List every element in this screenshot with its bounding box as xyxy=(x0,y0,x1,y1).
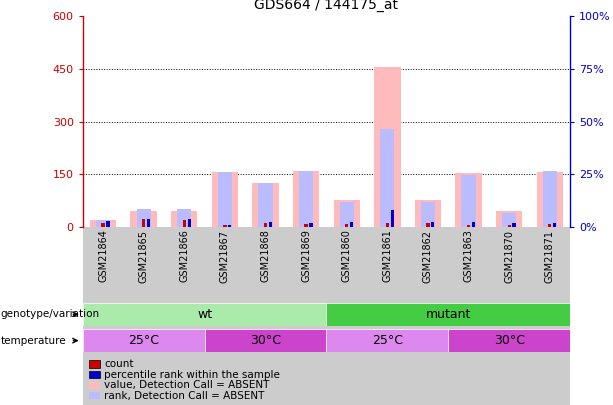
Bar xyxy=(96,220,110,227)
Text: temperature: temperature xyxy=(1,336,66,345)
Bar xyxy=(286,227,327,405)
Bar xyxy=(171,211,197,227)
Bar xyxy=(259,183,273,227)
Bar xyxy=(299,171,313,227)
Bar xyxy=(293,171,319,227)
Text: 30°C: 30°C xyxy=(250,334,281,347)
Bar xyxy=(164,227,205,405)
Bar xyxy=(345,224,348,227)
Bar xyxy=(448,329,570,352)
Bar xyxy=(543,171,557,227)
Bar xyxy=(496,211,522,227)
Bar xyxy=(223,225,227,227)
Bar xyxy=(205,329,327,352)
Bar xyxy=(489,227,530,405)
Bar xyxy=(106,221,110,227)
Bar xyxy=(408,227,448,405)
Bar xyxy=(374,67,400,227)
Bar xyxy=(183,220,186,227)
Bar xyxy=(177,209,191,227)
Bar xyxy=(512,223,516,227)
Bar xyxy=(421,202,435,227)
Bar xyxy=(90,220,116,227)
Bar xyxy=(101,223,105,227)
Bar xyxy=(455,173,482,227)
Text: genotype/variation: genotype/variation xyxy=(1,309,100,319)
Bar xyxy=(137,209,151,227)
Bar xyxy=(467,225,470,227)
Text: percentile rank within the sample: percentile rank within the sample xyxy=(104,370,280,379)
Bar xyxy=(188,219,191,227)
Bar xyxy=(327,227,367,405)
Bar xyxy=(205,227,245,405)
Bar xyxy=(502,213,516,227)
Bar xyxy=(415,200,441,227)
Bar xyxy=(310,223,313,227)
Bar xyxy=(333,200,360,227)
Bar xyxy=(530,227,570,405)
Text: rank, Detection Call = ABSENT: rank, Detection Call = ABSENT xyxy=(104,391,265,401)
Text: wt: wt xyxy=(197,308,212,321)
Bar xyxy=(218,173,232,227)
Bar xyxy=(327,303,570,326)
Bar xyxy=(390,210,394,227)
Bar xyxy=(83,303,327,326)
Bar xyxy=(448,227,489,405)
Bar xyxy=(131,211,157,227)
Bar xyxy=(142,219,145,227)
Bar xyxy=(83,329,205,352)
Bar xyxy=(472,222,475,227)
Bar xyxy=(367,227,408,405)
Bar xyxy=(228,225,231,227)
Text: mutant: mutant xyxy=(425,308,471,321)
Bar xyxy=(548,224,552,227)
Text: count: count xyxy=(104,359,134,369)
Text: 25°C: 25°C xyxy=(128,334,159,347)
Title: GDS664 / 144175_at: GDS664 / 144175_at xyxy=(254,0,398,13)
Bar xyxy=(462,175,476,227)
Bar xyxy=(147,219,150,227)
Bar xyxy=(426,223,430,227)
Bar xyxy=(340,202,354,227)
Bar xyxy=(245,227,286,405)
Bar xyxy=(431,222,435,227)
Bar xyxy=(83,227,123,405)
Bar xyxy=(253,183,279,227)
Bar xyxy=(508,225,511,227)
Bar xyxy=(305,224,308,227)
Bar xyxy=(350,222,353,227)
Text: 30°C: 30°C xyxy=(493,334,525,347)
Bar xyxy=(380,128,394,227)
Bar xyxy=(553,223,556,227)
Bar xyxy=(268,222,272,227)
Bar xyxy=(211,173,238,227)
Bar xyxy=(536,173,563,227)
Bar xyxy=(123,227,164,405)
Text: 25°C: 25°C xyxy=(372,334,403,347)
Bar xyxy=(386,223,389,227)
Bar xyxy=(327,329,448,352)
Text: value, Detection Call = ABSENT: value, Detection Call = ABSENT xyxy=(104,380,270,390)
Bar xyxy=(264,223,267,227)
